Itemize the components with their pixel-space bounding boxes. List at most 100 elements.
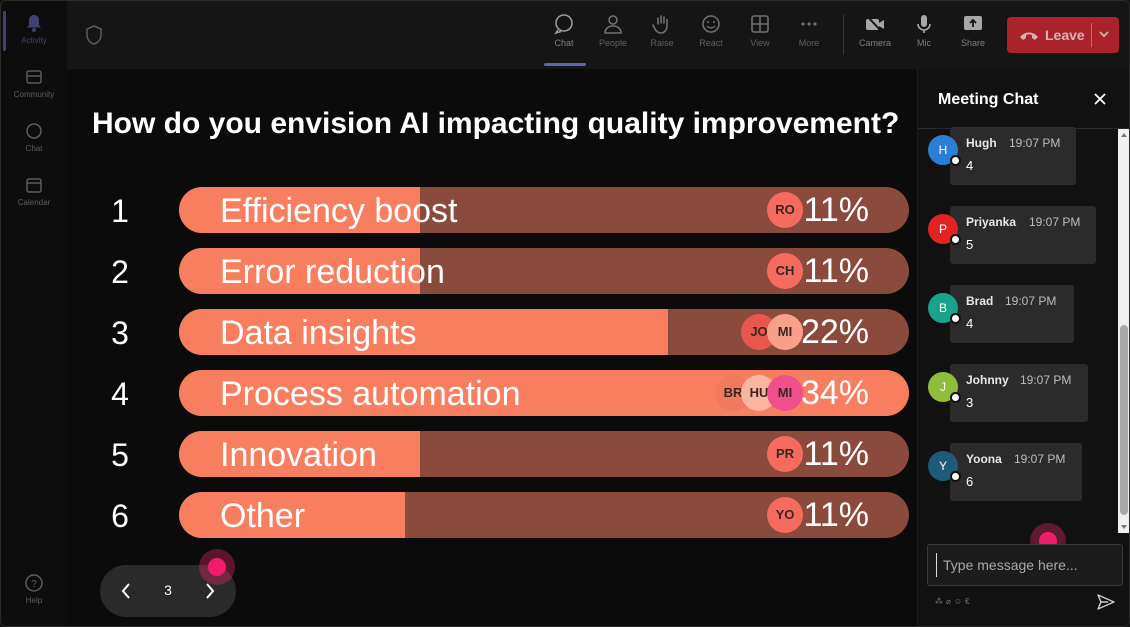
chat-scrollbar[interactable] bbox=[1118, 129, 1129, 533]
share-screen-icon bbox=[964, 16, 982, 30]
bell-icon bbox=[27, 15, 41, 32]
option-percent: 11% bbox=[803, 252, 869, 290]
more-button[interactable]: More bbox=[784, 13, 834, 61]
leave-button[interactable]: Leave bbox=[1007, 17, 1119, 53]
rail-item-community[interactable]: Community bbox=[5, 67, 63, 99]
option-bar-fill bbox=[179, 492, 405, 538]
option-bar: Efficiency boost RO 11% bbox=[179, 187, 909, 233]
rail-label: Help bbox=[25, 596, 43, 605]
option-number: 6 bbox=[111, 498, 129, 534]
voter-avatar: CH bbox=[767, 253, 803, 289]
message-text: 4 bbox=[966, 316, 974, 331]
scrollbar-thumb[interactable] bbox=[1120, 325, 1128, 515]
chevron-right-icon[interactable] bbox=[200, 579, 220, 603]
presence-status-dot bbox=[950, 392, 961, 403]
scroll-up-icon[interactable] bbox=[1120, 131, 1128, 139]
toolbar-divider bbox=[843, 15, 844, 55]
share-button[interactable]: Share bbox=[948, 13, 998, 61]
chat-message-input[interactable] bbox=[936, 553, 1114, 577]
message-time: 19:07 PM bbox=[1009, 136, 1061, 150]
rail-active-indicator bbox=[3, 11, 6, 51]
attach-icon[interactable]: ⌀ bbox=[946, 597, 954, 606]
message-time: 19:07 PM bbox=[1029, 215, 1081, 229]
camera-button[interactable]: Camera bbox=[850, 13, 900, 61]
presence-status-dot bbox=[950, 471, 961, 482]
hang-up-icon bbox=[1020, 32, 1038, 40]
poll-option-row: 1 Efficiency boost RO 11% bbox=[67, 187, 917, 233]
chat-input-box[interactable] bbox=[927, 544, 1123, 586]
option-percent: 11% bbox=[803, 191, 869, 229]
click-indicator bbox=[199, 549, 235, 585]
leave-divider bbox=[1091, 23, 1092, 47]
meeting-toolbar: Chat People Raise React View More Camera bbox=[67, 1, 1129, 69]
community-icon bbox=[26, 70, 42, 84]
chevron-left-icon[interactable] bbox=[116, 579, 136, 603]
poll-question: How do you envision AI impacting quality… bbox=[92, 107, 900, 140]
option-number: 2 bbox=[111, 254, 129, 290]
poll-stage: How do you envision AI impacting quality… bbox=[67, 69, 917, 626]
option-bar-fill bbox=[179, 248, 420, 294]
page-number: 3 bbox=[164, 582, 172, 598]
chat-button[interactable]: Chat bbox=[539, 13, 589, 61]
option-bar: Process automation BR HU MI 34% bbox=[179, 370, 909, 416]
react-button-label: React bbox=[699, 38, 723, 48]
sender-name: Hugh bbox=[966, 136, 997, 150]
more-dots-icon bbox=[801, 22, 817, 26]
message-bubble: Hugh 19:07 PM 4 bbox=[950, 127, 1076, 185]
rail-item-help[interactable]: ? Help bbox=[5, 573, 63, 605]
react-button[interactable]: React bbox=[686, 13, 736, 61]
active-tab-indicator bbox=[544, 63, 586, 66]
emoji-icon[interactable]: ☺ bbox=[953, 597, 965, 606]
option-label: Data insights bbox=[220, 314, 417, 352]
option-bar: Other YO 11% bbox=[179, 492, 909, 538]
meeting-chat-panel: Meeting Chat Hugh 19:07 PM 4 H Priyanka 19:07… bbox=[917, 69, 1129, 626]
hand-icon bbox=[652, 15, 668, 34]
svg-text:?: ? bbox=[31, 579, 37, 590]
people-button[interactable]: People bbox=[588, 13, 638, 61]
rail-item-chat[interactable]: Chat bbox=[5, 121, 63, 153]
format-icon[interactable]: ⁂ bbox=[935, 597, 946, 606]
poll-option-row: 4 Process automation BR HU MI 34% bbox=[67, 370, 917, 416]
close-icon[interactable] bbox=[1090, 89, 1110, 109]
voter-avatar: MI bbox=[767, 314, 803, 350]
mic-button-label: Mic bbox=[917, 38, 931, 48]
scroll-down-icon[interactable] bbox=[1120, 523, 1128, 531]
voter-avatars: RO bbox=[767, 192, 803, 228]
voter-avatar: MI bbox=[767, 375, 803, 411]
voter-avatars: PR bbox=[767, 436, 803, 472]
rail-label: Activity bbox=[21, 36, 47, 45]
option-label: Efficiency boost bbox=[220, 192, 458, 230]
format-toolbar[interactable]: ⁂⌀☺€ bbox=[935, 597, 972, 606]
chevron-down-icon[interactable] bbox=[1097, 27, 1111, 41]
people-button-label: People bbox=[598, 38, 628, 48]
message-bubble: Johnny 19:07 PM 3 bbox=[950, 364, 1088, 422]
chat-button-label: Chat bbox=[554, 38, 574, 48]
option-percent: 11% bbox=[803, 496, 869, 534]
option-label: Process automation bbox=[220, 375, 521, 413]
more-button-label: More bbox=[798, 38, 820, 48]
option-bar: Innovation PR 11% bbox=[179, 431, 909, 477]
voter-avatar: RO bbox=[767, 192, 803, 228]
rail-item-calendar[interactable]: Calendar bbox=[5, 175, 63, 207]
camera-off-icon bbox=[866, 15, 884, 34]
gif-icon[interactable]: € bbox=[965, 597, 973, 606]
option-bar: Data insights JO MI 22% bbox=[179, 309, 909, 355]
message-bubble: Yoona 19:07 PM 6 bbox=[950, 443, 1082, 501]
view-button[interactable]: View bbox=[735, 13, 785, 61]
poll-option-row: 5 Innovation PR 11% bbox=[67, 431, 917, 477]
rail-item-activity[interactable]: Activity bbox=[5, 13, 63, 45]
left-rail: Activity Community Chat Calendar ? Help bbox=[1, 1, 67, 626]
poll-option-row: 6 Other YO 11% bbox=[67, 492, 917, 538]
raise-hand-button[interactable]: Raise bbox=[637, 13, 687, 61]
share-button-label: Share bbox=[960, 38, 986, 48]
message-time: 19:07 PM bbox=[1005, 294, 1057, 308]
voter-avatars: YO bbox=[767, 497, 803, 533]
option-percent: 22% bbox=[800, 313, 869, 351]
send-icon[interactable] bbox=[1096, 593, 1116, 611]
message-text: 4 bbox=[966, 158, 974, 173]
option-bar-fill bbox=[179, 187, 420, 233]
mic-button[interactable]: Mic bbox=[899, 13, 949, 61]
microphone-icon bbox=[917, 15, 931, 33]
option-label: Error reduction bbox=[220, 253, 445, 291]
